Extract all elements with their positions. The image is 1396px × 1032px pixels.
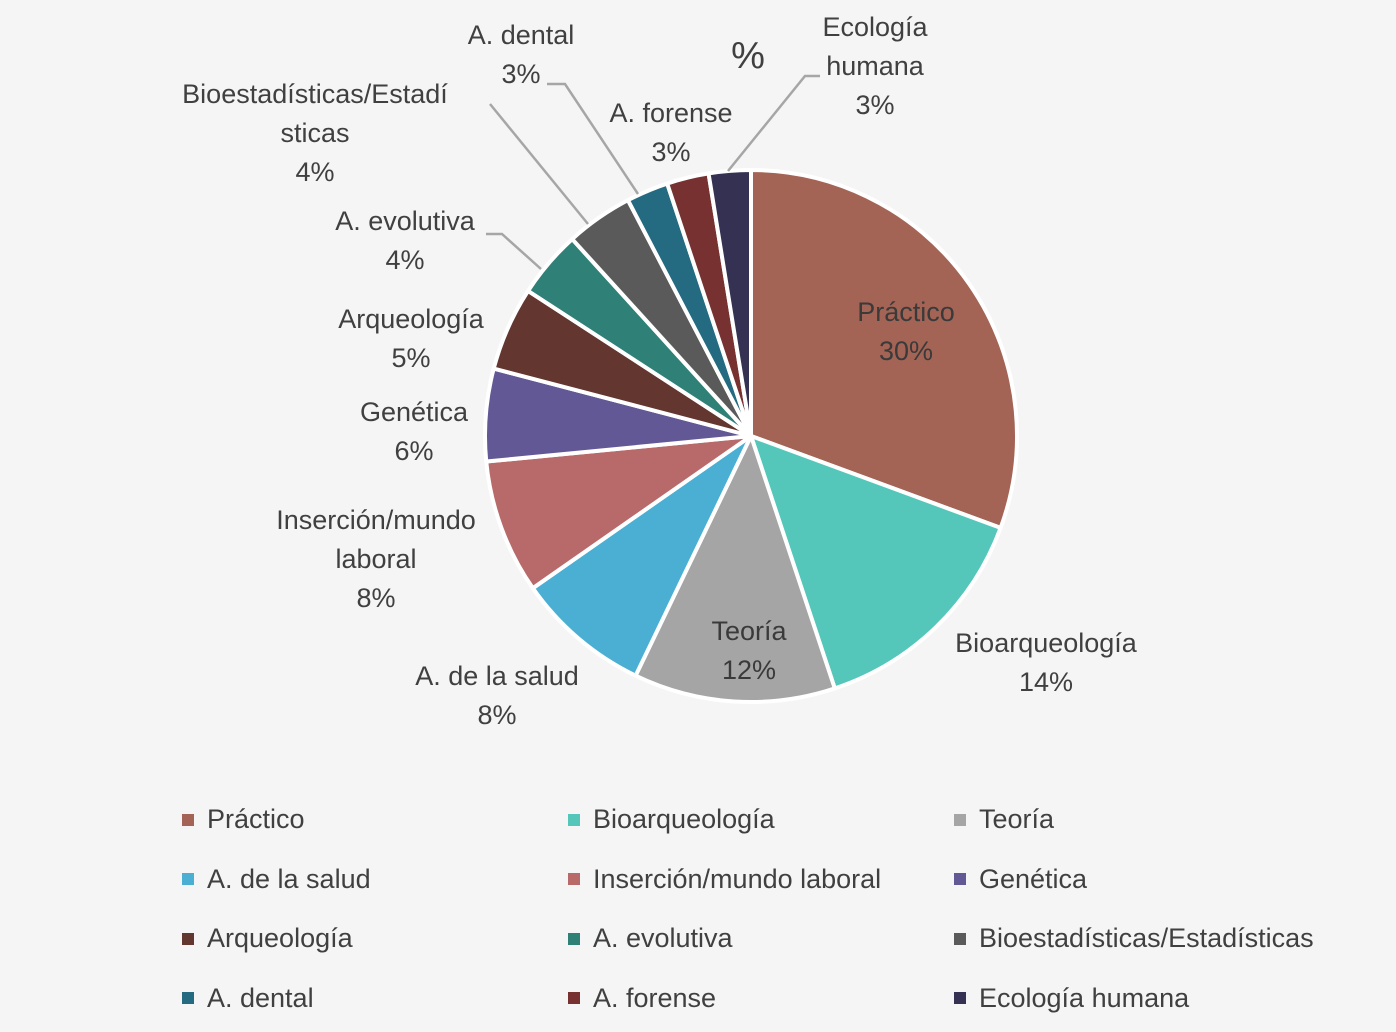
- legend-label: Inserción/mundo laboral: [593, 863, 882, 894]
- legend-item: Genética: [954, 850, 1362, 910]
- data-label-category: Ecología: [822, 12, 928, 42]
- chart-title: %: [731, 35, 765, 77]
- legend-swatch: [182, 932, 194, 945]
- legend: Práctico Bioarqueología Teoría A. de la sal…: [182, 790, 1362, 1028]
- legend-swatch: [182, 873, 194, 886]
- pie-slice: [633, 434, 837, 704]
- legend-item: Teoría: [954, 790, 1362, 850]
- data-label-category: Inserción/mundo: [276, 505, 476, 535]
- leader-line: [489, 103, 589, 225]
- leader-line: [727, 74, 820, 172]
- legend-item: Inserción/mundo laboral: [568, 850, 954, 910]
- data-label-category: Bioarqueología: [955, 628, 1138, 658]
- legend-swatch: [568, 932, 580, 945]
- pie-slice: [749, 168, 1019, 530]
- leader-line: [486, 232, 542, 270]
- legend-label: Arqueología: [207, 923, 353, 954]
- data-label-category: A. dental: [468, 20, 575, 50]
- data-label-percent: 8%: [477, 700, 516, 730]
- data-label-percent: 30%: [879, 336, 933, 366]
- legend-label: Bioarqueología: [593, 804, 775, 835]
- data-label-category: Arqueología: [338, 304, 485, 334]
- legend-label: Ecología humana: [979, 982, 1190, 1013]
- data-label-percent: 3%: [651, 137, 690, 167]
- data-label-category: Práctico: [857, 297, 955, 327]
- pie-slice: [749, 434, 1003, 691]
- pie-slice: [484, 434, 753, 591]
- legend-swatch: [568, 873, 580, 886]
- legend-swatch: [568, 813, 580, 826]
- legend-swatch: [954, 932, 966, 945]
- legend-item: A. evolutiva: [568, 909, 954, 969]
- data-label-category: A. evolutiva: [335, 206, 476, 236]
- legend-swatch: [954, 873, 966, 886]
- legend-item: Bioestadísticas/Estadísticas: [954, 909, 1362, 969]
- legend-swatch: [954, 992, 966, 1005]
- legend-item: Práctico: [182, 790, 568, 850]
- legend-label: Teoría: [979, 804, 1055, 835]
- pie-slice: [530, 434, 753, 678]
- legend-label: A. de la salud: [207, 863, 371, 894]
- legend-label: Bioestadísticas/Estadísticas: [979, 923, 1314, 954]
- data-label-percent: 8%: [356, 583, 395, 613]
- leader-line: [547, 82, 640, 195]
- data-label-category: humana: [826, 51, 925, 81]
- data-label-category: laboral: [335, 544, 416, 574]
- data-label-category: A. forense: [609, 98, 732, 128]
- pie-chart: % Práctico 30% Bioarqueología 14% Teoría 12% A…: [182, 12, 1138, 730]
- data-label-category: Bioestadísticas/Estadí: [182, 79, 448, 109]
- legend-item: A. dental: [182, 969, 568, 1029]
- legend-label: A. evolutiva: [593, 923, 733, 954]
- data-label-percent: 3%: [855, 90, 894, 120]
- data-label-percent: 14%: [1019, 667, 1073, 697]
- legend-label: Genética: [979, 863, 1088, 894]
- legend-item: A. de la salud: [182, 850, 568, 910]
- data-label-category: Genética: [360, 397, 469, 427]
- data-label-category: Teoría: [711, 616, 787, 646]
- data-label-percent: 6%: [394, 436, 433, 466]
- data-label-category: sticas: [280, 118, 349, 148]
- legend-label: Práctico: [207, 804, 305, 835]
- data-label-percent: 4%: [385, 245, 424, 275]
- legend-item: A. forense: [568, 969, 954, 1029]
- legend-item: Ecología humana: [954, 969, 1362, 1029]
- legend-swatch: [954, 813, 966, 826]
- legend-label: A. dental: [207, 982, 314, 1013]
- legend-label: A. forense: [593, 982, 717, 1013]
- legend-swatch: [182, 992, 194, 1005]
- legend-item: Arqueología: [182, 909, 568, 969]
- legend-swatch: [182, 813, 194, 826]
- legend-swatch: [568, 992, 580, 1005]
- legend-item: Bioarqueología: [568, 790, 954, 850]
- data-label-category: A. de la salud: [415, 661, 579, 691]
- data-label-percent: 3%: [501, 59, 540, 89]
- data-label-percent: 12%: [722, 655, 776, 685]
- data-label-percent: 4%: [295, 157, 334, 187]
- data-label-percent: 5%: [391, 343, 430, 373]
